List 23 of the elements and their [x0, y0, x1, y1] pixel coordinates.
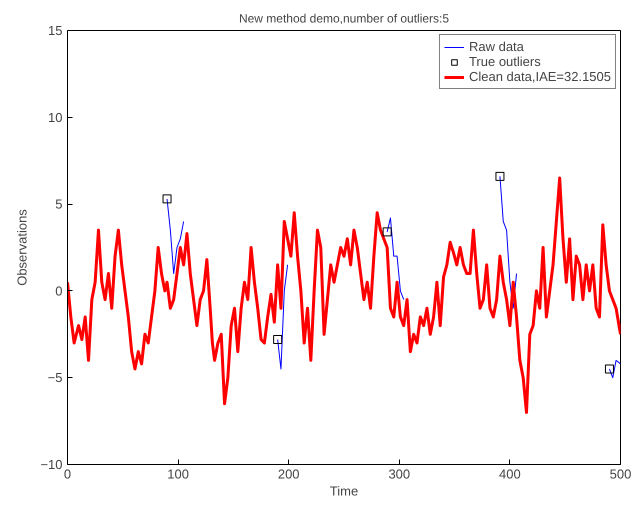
x-tick-label: 200	[278, 466, 300, 482]
x-tick-label: 100	[167, 466, 189, 482]
x-tick-label: 300	[388, 466, 410, 482]
x-axis-title: Time	[330, 484, 358, 498]
legend-label: Raw data	[468, 39, 524, 54]
point	[382, 227, 392, 236]
chart-title: New method demo,number of outliers:5	[238, 12, 450, 26]
legend-label: Clean data,IAE=32.1505	[468, 69, 611, 84]
y-tick-label: 15	[48, 23, 63, 38]
point	[162, 194, 172, 204]
point	[495, 172, 504, 181]
y-tick-label: 10	[48, 110, 63, 125]
point	[604, 364, 614, 374]
x-tick-label: 500	[610, 466, 632, 482]
y-tick-label: 5	[55, 196, 63, 212]
legend-label: True outliers	[468, 54, 541, 69]
y-tick-label: 0	[55, 283, 63, 298]
point	[273, 335, 282, 344]
y-axis-title: Observations	[14, 208, 30, 286]
x-tick-label: 400	[499, 466, 521, 482]
y-tick-label: −5	[48, 370, 63, 386]
y-tick-label: −10	[40, 457, 63, 472]
line-series	[68, 176, 620, 414]
